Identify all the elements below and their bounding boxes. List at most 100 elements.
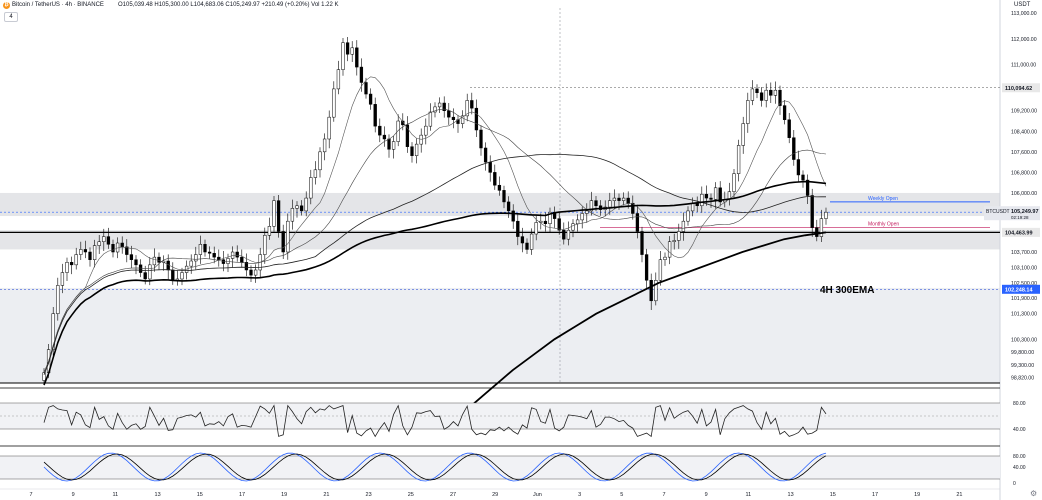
x-tick-label: 3	[578, 492, 581, 498]
candle-body	[428, 111, 433, 127]
candle-body	[419, 134, 423, 145]
candle-body	[617, 197, 621, 201]
collapse-legend-button[interactable]: 4	[4, 12, 18, 22]
candle-body	[74, 254, 78, 266]
candle-body	[207, 251, 212, 254]
candle-body	[405, 124, 410, 147]
candle-body	[350, 47, 354, 55]
candle-body	[290, 208, 295, 222]
candle-body	[79, 249, 83, 255]
candle-body	[460, 115, 465, 124]
candle-body	[649, 280, 653, 302]
candle-body	[410, 146, 414, 156]
candle-body	[465, 100, 469, 117]
candle-body	[345, 42, 350, 55]
candle-body	[299, 205, 304, 212]
monthly-open-label: Monthly Open	[868, 222, 899, 228]
support-zone	[0, 230, 1000, 250]
candle-body	[764, 89, 768, 101]
y-tick-label: 106,000.00	[1011, 191, 1037, 197]
candle-body	[424, 125, 428, 136]
candle-body	[732, 173, 736, 192]
candle-body	[663, 256, 667, 260]
candle-body	[792, 137, 796, 160]
x-tick-label: 19	[281, 492, 287, 498]
candle-body	[520, 236, 525, 244]
candle-body	[525, 242, 529, 250]
candle-body	[65, 262, 69, 273]
candle-body	[152, 256, 157, 266]
x-tick-label: 17	[872, 492, 878, 498]
x-tick-label: 29	[492, 492, 498, 498]
candle-body	[157, 256, 161, 263]
ohlc-readout: O105,039.48 H105,300.00 L104,683.06 C105…	[118, 2, 339, 8]
candle-body	[787, 119, 791, 138]
candle-body	[304, 197, 308, 212]
candle-body	[129, 254, 134, 260]
y-tick-label: 111,000.00	[1011, 63, 1036, 69]
candle-body	[562, 229, 566, 240]
candle-body	[313, 169, 318, 178]
candle-body	[782, 105, 787, 120]
candle-body	[332, 88, 336, 118]
candle-body	[796, 159, 801, 176]
candle-body	[585, 210, 589, 214]
settings-gear-icon[interactable]: ⚙	[1030, 489, 1038, 498]
candle-body	[815, 227, 819, 237]
last-price-tag: 105,249.97	[1011, 209, 1039, 215]
y-tick-label: 101,900.00	[1011, 296, 1037, 302]
candle-body	[111, 244, 115, 253]
candle-body	[566, 229, 571, 240]
candle-body	[667, 241, 672, 258]
candle-body	[189, 260, 193, 267]
currency-label[interactable]: USDT	[1014, 2, 1031, 8]
candle-body	[644, 254, 649, 281]
ref-low-tag: 102,248.14	[1005, 287, 1033, 293]
candle-body	[240, 256, 244, 263]
y-tick-label: 103,100.00	[1011, 265, 1037, 271]
x-tick-label: 13	[788, 492, 794, 498]
candle-body	[497, 184, 502, 191]
candle-body	[594, 200, 598, 207]
candle-body	[470, 100, 474, 109]
candle-body	[479, 129, 483, 149]
candle-body	[322, 138, 327, 153]
x-tick-label: 5	[620, 492, 623, 498]
candle-body	[631, 202, 635, 214]
candle-body	[263, 235, 267, 255]
candle-body	[401, 120, 405, 126]
candle-body	[474, 107, 479, 131]
candle-body	[102, 236, 106, 242]
candle-body	[589, 200, 594, 212]
candle-body	[437, 102, 442, 108]
candle-body	[824, 211, 828, 219]
y-tick-label: 100,300.00	[1011, 337, 1037, 343]
candle-body	[736, 145, 741, 174]
candle-body	[746, 100, 750, 124]
ref-high-tag-bg	[1002, 83, 1040, 93]
candle-body	[608, 200, 612, 208]
candle-body	[677, 231, 681, 241]
candle-body	[138, 264, 143, 273]
candle-body	[134, 259, 138, 266]
stoch-band	[0, 456, 1000, 479]
ema-200-line	[43, 180, 827, 386]
candle-body	[51, 313, 55, 350]
stoch-d-line	[43, 453, 827, 481]
symbol-title[interactable]: Bitcoin / TetherUS · 4h · BINANCE	[12, 2, 104, 8]
candle-body	[686, 210, 690, 222]
candle-body	[88, 251, 92, 260]
lower-zone	[0, 287, 1000, 383]
weekly-open-label: Weekly Open	[868, 196, 898, 202]
candle-body	[253, 269, 258, 276]
candle-body	[654, 280, 658, 302]
candle-body	[755, 88, 759, 94]
last-price-bg	[984, 206, 1040, 221]
candle-body	[769, 89, 773, 96]
candle-body	[414, 143, 419, 156]
chart-header: ₿ Bitcoin / TetherUS · 4h · BINANCE O105…	[0, 0, 1000, 24]
y-tick-label: 99,800.00	[1011, 350, 1034, 356]
x-tick-label: 13	[155, 492, 161, 498]
rsi-line	[43, 404, 827, 438]
